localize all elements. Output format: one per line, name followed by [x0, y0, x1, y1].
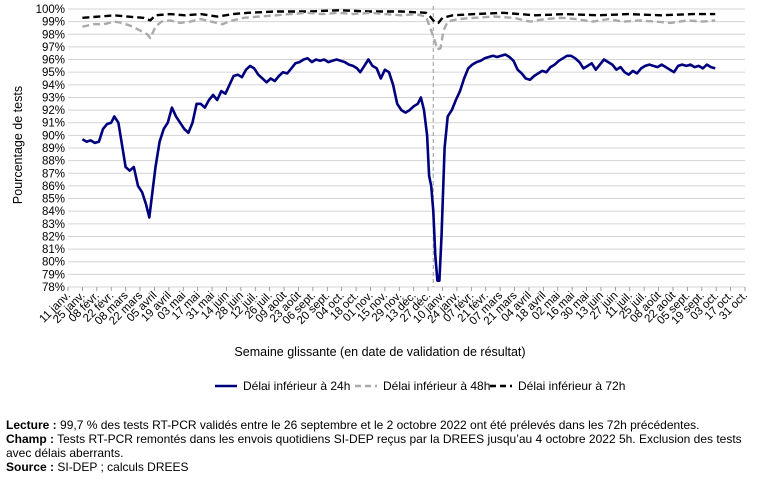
legend: Délai inférieur à 24h Délai inférieur à 4… [215, 379, 625, 393]
y-tick-label: 79% [42, 269, 65, 281]
y-tick-label: 84% [42, 206, 65, 218]
y-tick-label: 98% [42, 29, 65, 41]
series-line [82, 11, 716, 51]
y-tick-label: 82% [42, 231, 65, 243]
series-lines [81, 9, 716, 282]
note-champ: Champ : Tests RT-PCR remontés dans les e… [6, 432, 742, 460]
y-tick-label: 87% [42, 168, 65, 180]
gridlines [67, 6, 746, 291]
legend-label: Délai inférieur à 72h [518, 379, 625, 393]
y-tick-label: 86% [42, 181, 65, 193]
series-line [82, 9, 716, 25]
y-tick-label: 83% [42, 219, 65, 231]
y-tick-label: 88% [42, 156, 65, 168]
y-tick-label: 78% [42, 282, 65, 294]
y-tick-label: 96% [42, 55, 65, 67]
y-tick-label: 95% [42, 67, 65, 79]
legend-label: Délai inférieur à 24h [243, 379, 350, 393]
y-tick-label: 94% [42, 80, 65, 92]
y-tick-label: 93% [42, 92, 65, 104]
y-tick-label: 90% [42, 130, 65, 142]
y-axis-label: Pourcentage de tests [11, 86, 25, 204]
y-tick-label: 80% [42, 257, 65, 269]
y-tick-label: 97% [42, 42, 65, 54]
y-tick-label: 89% [42, 143, 65, 155]
legend-label: Délai inférieur à 48h [383, 379, 490, 393]
series-line [81, 53, 716, 282]
note-source: Source : SI-DEP ; calculs DREES [6, 460, 189, 474]
x-axis-label: Semaine glissante (en date de validation… [234, 345, 525, 359]
x-tick-labels: 11 janv.25 janv.08 févr.22 févr.08 mars2… [37, 289, 750, 327]
y-tick-label: 91% [42, 118, 65, 130]
y-tick-label: 85% [42, 194, 65, 206]
y-tick-label: 100% [36, 4, 65, 16]
y-tick-labels: 78%79%80%81%82%83%84%85%86%87%88%89%90%9… [36, 4, 65, 294]
note-lecture: Lecture : 99,7 % des tests RT-PCR validé… [6, 418, 700, 432]
line-chart: 78%79%80%81%82%83%84%85%86%87%88%89%90%9… [11, 4, 750, 393]
y-tick-label: 99% [42, 17, 65, 29]
y-tick-label: 81% [42, 244, 65, 256]
y-tick-label: 92% [42, 105, 65, 117]
